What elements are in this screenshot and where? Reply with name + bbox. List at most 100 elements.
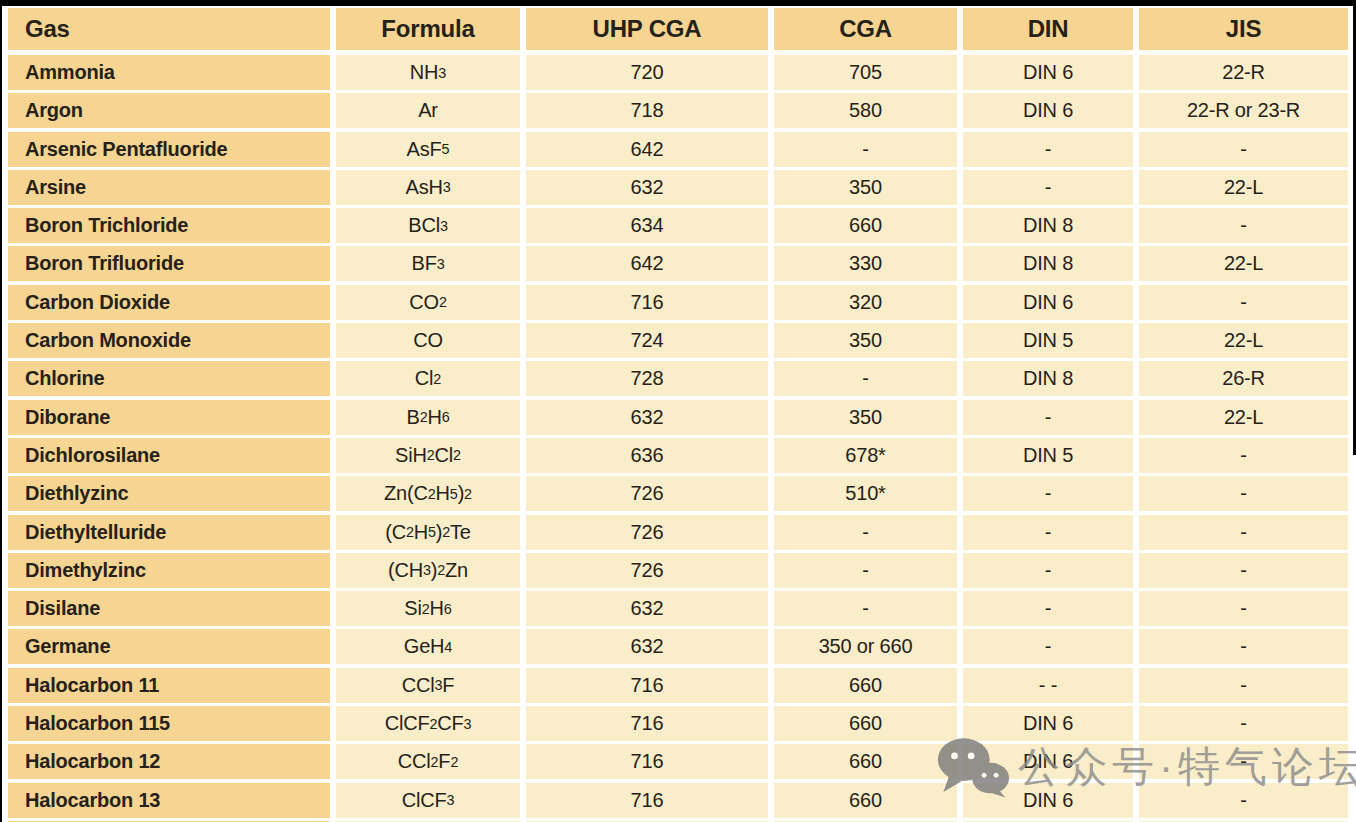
cell-din: DIN 6 (963, 706, 1133, 741)
cell-gas: Dimethylzinc (8, 553, 330, 588)
cell-gas: Halocarbon 11 (8, 668, 330, 703)
cell-formula: GeH4 (336, 629, 520, 664)
cell-gas: Argon (8, 93, 330, 128)
cell-gas: Arsenic Pentafluoride (8, 132, 330, 167)
cell-formula: AsH3 (336, 170, 520, 205)
cell-uhp-cga: 716 (526, 668, 768, 703)
cell-formula: SiH2Cl2 (336, 438, 520, 473)
cell-gas: Carbon Dioxide (8, 285, 330, 320)
cell-formula: Si2H6 (336, 591, 520, 626)
cell-uhp-cga: 636 (526, 438, 768, 473)
cell-gas: Carbon Monoxide (8, 323, 330, 358)
cell-gas: Ammonia (8, 55, 330, 90)
cell-cga: 678* (774, 438, 957, 473)
cell-jis: - (1139, 208, 1348, 243)
cell-gas: Diethlyzinc (8, 476, 330, 511)
table-body: AmmoniaNH3720705DIN 622-RArgonAr718580DI… (8, 55, 1348, 822)
screenshot-root: Gas Formula UHP CGA CGA DIN JIS AmmoniaN… (0, 0, 1356, 822)
cell-formula: NH3 (336, 55, 520, 90)
cell-uhp-cga: 716 (526, 706, 768, 741)
cell-gas: Diethyltelluride (8, 515, 330, 550)
cell-formula: AsF5 (336, 132, 520, 167)
left-page-edge (0, 0, 2, 822)
cell-formula: B2H6 (336, 400, 520, 435)
cell-formula: CO2 (336, 285, 520, 320)
cell-cga: - (774, 515, 957, 550)
cell-din: DIN 6 (963, 744, 1133, 779)
cell-jis: - (1139, 553, 1348, 588)
col-header-formula: Formula (336, 8, 520, 50)
cell-cga: 580 (774, 93, 957, 128)
col-header-jis: JIS (1139, 8, 1348, 50)
cell-jis: 22-L (1139, 246, 1348, 281)
cell-cga: 350 (774, 170, 957, 205)
cell-gas: Chlorine (8, 361, 330, 396)
top-page-edge (0, 0, 1356, 6)
cell-uhp-cga: 720 (526, 55, 768, 90)
cell-cga: 350 (774, 323, 957, 358)
cell-jis: 22-R (1139, 55, 1348, 90)
cell-jis: - (1139, 515, 1348, 550)
cell-din: - (963, 132, 1133, 167)
cell-formula: Zn(C2H5)2 (336, 476, 520, 511)
cell-uhp-cga: 718 (526, 93, 768, 128)
cell-jis: - (1139, 438, 1348, 473)
cell-din: DIN 5 (963, 323, 1133, 358)
cell-uhp-cga: 632 (526, 629, 768, 664)
cell-cga: 705 (774, 55, 957, 90)
cell-formula: (C2H5)2Te (336, 515, 520, 550)
cell-formula: ClCF3 (336, 783, 520, 818)
cell-jis: - (1139, 285, 1348, 320)
cell-cga: - (774, 132, 957, 167)
cell-din: DIN 6 (963, 93, 1133, 128)
cell-gas: Germane (8, 629, 330, 664)
cell-cga: 510* (774, 476, 957, 511)
cell-uhp-cga: 632 (526, 591, 768, 626)
cell-jis: - (1139, 744, 1348, 779)
cell-jis: 26-R (1139, 361, 1348, 396)
col-header-gas: Gas (8, 8, 330, 50)
cell-uhp-cga: 726 (526, 515, 768, 550)
cell-din: - (963, 515, 1133, 550)
cell-gas: Boron Trichloride (8, 208, 330, 243)
cell-formula: (CH3)2Zn (336, 553, 520, 588)
cell-jis: 22-L (1139, 323, 1348, 358)
cell-jis: - (1139, 783, 1348, 818)
cell-cga: - (774, 591, 957, 626)
cell-uhp-cga: 632 (526, 400, 768, 435)
cell-jis: - (1139, 591, 1348, 626)
col-header-din: DIN (963, 8, 1133, 50)
cell-jis: - (1139, 629, 1348, 664)
cell-cga: 350 (774, 400, 957, 435)
cell-din: DIN 6 (963, 55, 1133, 90)
cell-din: - (963, 170, 1133, 205)
cell-din: - - (963, 668, 1133, 703)
cell-din: DIN 8 (963, 208, 1133, 243)
cell-din: - (963, 553, 1133, 588)
cell-jis: - (1139, 706, 1348, 741)
cell-jis: - (1139, 476, 1348, 511)
cell-din: DIN 6 (963, 783, 1133, 818)
cell-cga: 660 (774, 783, 957, 818)
cell-gas: Dichlorosilane (8, 438, 330, 473)
cell-uhp-cga: 716 (526, 285, 768, 320)
cell-formula: CO (336, 323, 520, 358)
cell-din: DIN 8 (963, 246, 1133, 281)
cell-cga: 660 (774, 706, 957, 741)
cell-uhp-cga: 726 (526, 476, 768, 511)
cell-din: DIN 6 (963, 285, 1133, 320)
cell-uhp-cga: 716 (526, 783, 768, 818)
cell-formula: CCl3F (336, 668, 520, 703)
cell-din: DIN 8 (963, 361, 1133, 396)
cell-formula: ClCF2CF3 (336, 706, 520, 741)
cell-gas: Diborane (8, 400, 330, 435)
cell-uhp-cga: 634 (526, 208, 768, 243)
cell-cga: 660 (774, 668, 957, 703)
cell-gas: Halocarbon 12 (8, 744, 330, 779)
cell-gas: Boron Trifluoride (8, 246, 330, 281)
cell-formula: CCl2F2 (336, 744, 520, 779)
cell-uhp-cga: 716 (526, 744, 768, 779)
cell-jis: 22-L (1139, 400, 1348, 435)
cell-uhp-cga: 642 (526, 246, 768, 281)
cell-din: - (963, 629, 1133, 664)
